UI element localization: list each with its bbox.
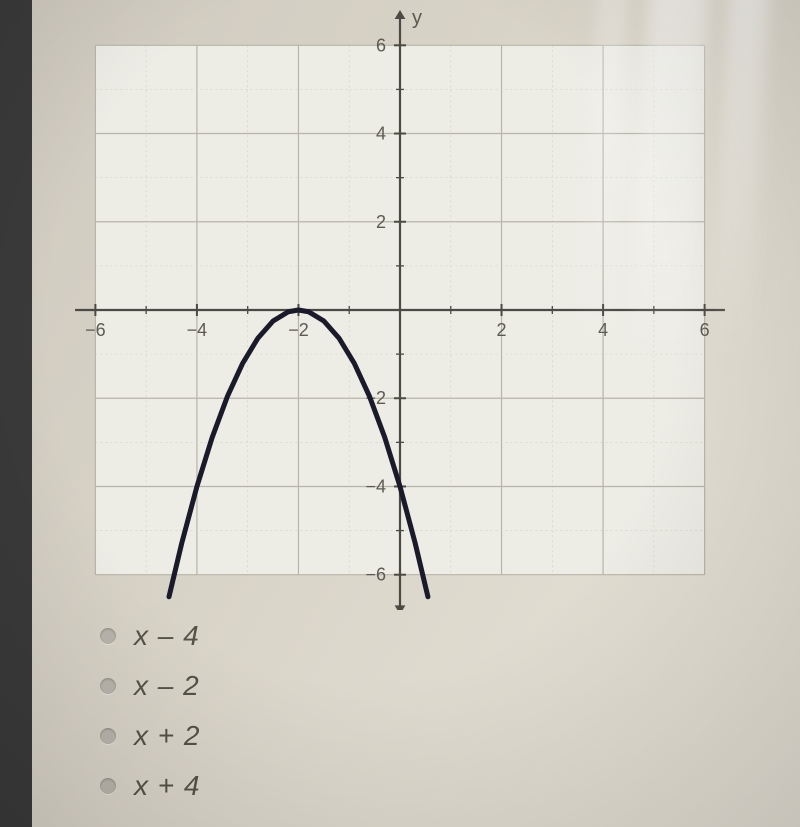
svg-text:−6: −6 [365, 565, 386, 585]
svg-text:y: y [412, 10, 422, 29]
radio-icon[interactable] [100, 678, 116, 694]
svg-text:6: 6 [700, 320, 710, 340]
svg-text:2: 2 [497, 320, 507, 340]
svg-text:−4: −4 [187, 320, 208, 340]
svg-text:4: 4 [598, 320, 608, 340]
parabola-chart: −6−4−2246−6−4−2246xy [70, 10, 730, 610]
radio-icon[interactable] [100, 728, 116, 744]
answer-options: x – 4 x – 2 x + 2 x + 4 [100, 620, 200, 820]
radio-icon[interactable] [100, 628, 116, 644]
svg-text:4: 4 [376, 124, 386, 144]
svg-text:2: 2 [376, 212, 386, 232]
answer-label: x – 2 [134, 670, 200, 702]
answer-label: x – 4 [134, 620, 200, 652]
chart-svg: −6−4−2246−6−4−2246xy [70, 10, 730, 610]
svg-text:−2: −2 [288, 320, 309, 340]
device-edge [0, 0, 32, 827]
answer-option[interactable]: x – 2 [100, 670, 200, 702]
answer-option[interactable]: x + 4 [100, 770, 200, 802]
answer-option[interactable]: x – 4 [100, 620, 200, 652]
answer-option[interactable]: x + 2 [100, 720, 200, 752]
svg-text:6: 6 [376, 35, 386, 55]
answer-label: x + 4 [134, 770, 200, 802]
answer-label: x + 2 [134, 720, 200, 752]
svg-text:−4: −4 [365, 476, 386, 496]
radio-icon[interactable] [100, 778, 116, 794]
svg-text:−6: −6 [85, 320, 106, 340]
